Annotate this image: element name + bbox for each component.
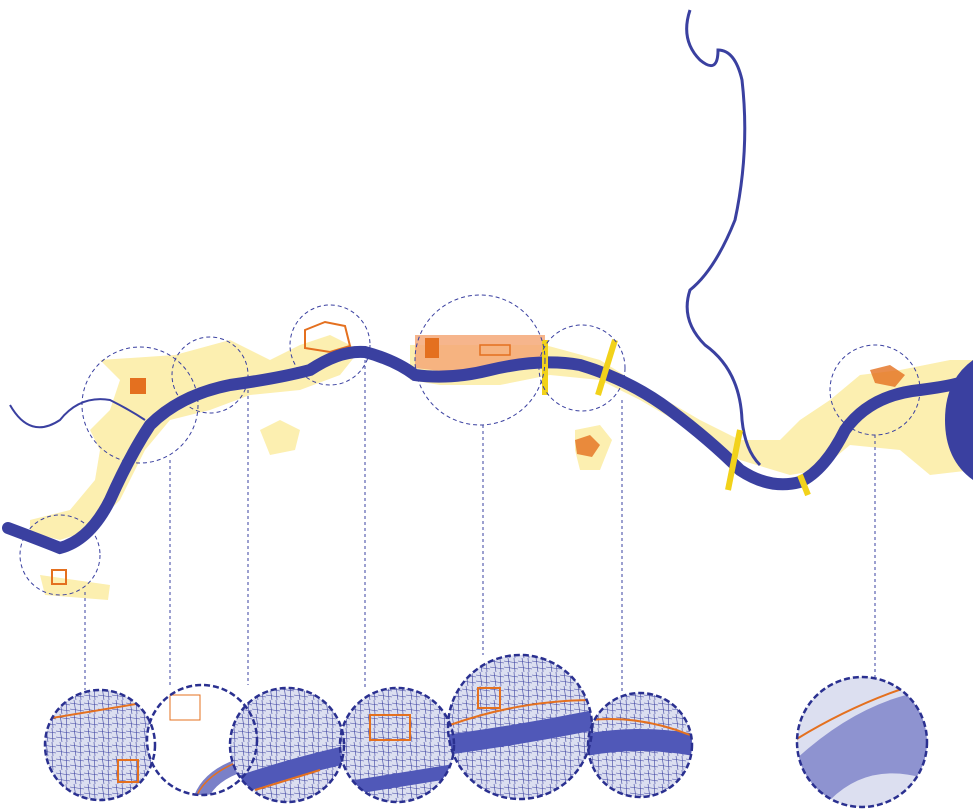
- detail-circles: [43, 653, 929, 809]
- urban-areas: [30, 335, 973, 600]
- leader-lines: [84, 360, 876, 693]
- river: [2, 345, 973, 555]
- river-mouth: [945, 360, 973, 480]
- tributaries: [9, 9, 762, 467]
- focus-zone: [51, 320, 905, 585]
- selection-circles: [19, 294, 921, 596]
